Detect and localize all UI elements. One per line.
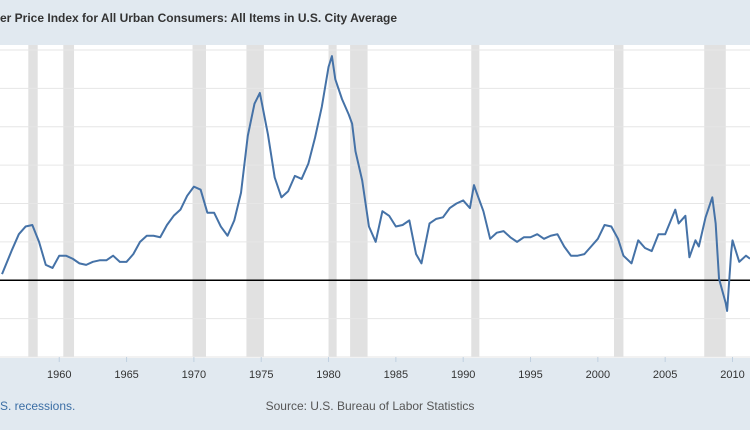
chart-title: er Price Index for All Urban Consumers: … — [0, 11, 397, 25]
x-tick-label: 2000 — [586, 369, 610, 381]
x-tick-label: 2005 — [653, 369, 677, 381]
series-line — [1, 55, 750, 312]
x-tick-label: 1995 — [518, 369, 542, 381]
recession-band — [246, 45, 264, 357]
x-tick-label: 1960 — [47, 369, 71, 381]
recession-band — [28, 45, 38, 357]
x-tick-label: 1985 — [384, 369, 408, 381]
recession-band — [328, 45, 337, 357]
plot-area — [0, 45, 750, 358]
recession-band — [614, 45, 624, 357]
x-tick-label: 1975 — [249, 369, 273, 381]
x-tick-label: 1965 — [114, 369, 138, 381]
recession-band — [471, 45, 480, 357]
x-tick-label: 2010 — [720, 369, 744, 381]
recession-band — [63, 45, 75, 357]
x-tick-label: 1990 — [451, 369, 475, 381]
recession-band — [192, 45, 207, 357]
source: Source: U.S. Bureau of Labor Statistics — [266, 399, 475, 413]
x-tick-label: 1980 — [316, 369, 340, 381]
x-tick-label: 1970 — [182, 369, 206, 381]
recession-band — [350, 45, 368, 357]
recession-note[interactable]: S. recessions. — [0, 399, 75, 413]
recession-band — [704, 45, 726, 357]
